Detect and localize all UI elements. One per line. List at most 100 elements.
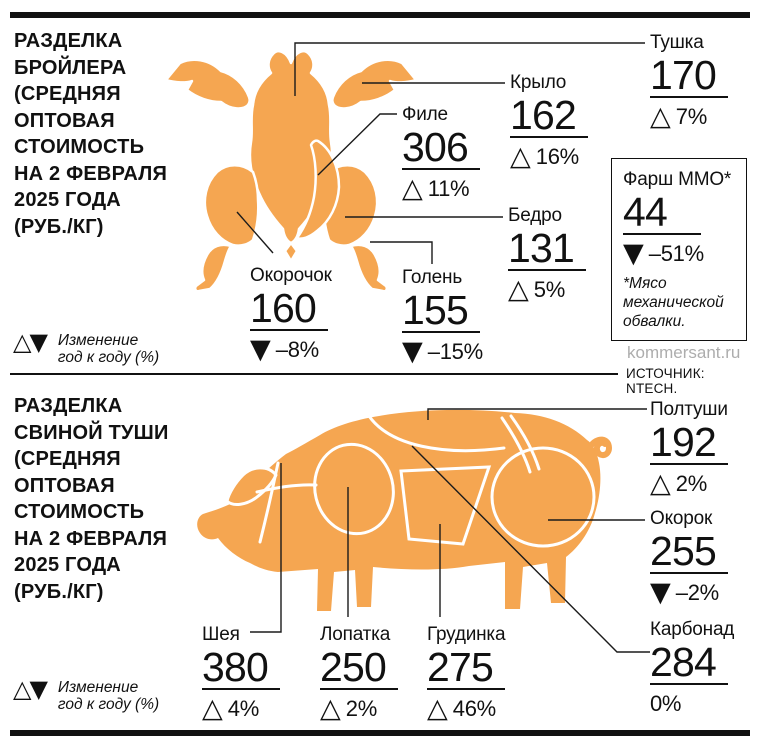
cut-label: Тушка [650, 32, 704, 53]
change-triangle-icon [508, 279, 529, 300]
cut-label: Шея [202, 624, 240, 645]
cut-price: 160 [250, 288, 328, 331]
cut-label: Филе [402, 104, 448, 125]
pig-shoulder-cut [313, 442, 395, 536]
cut-change: –51% [623, 241, 735, 266]
cut-price: 131 [508, 228, 586, 271]
title-line: НА 2 ФЕВРАЛЯ [14, 162, 168, 185]
change-value: 11% [427, 176, 470, 201]
legend-text: Изменение год к году (%) [58, 332, 159, 366]
legend-line: Изменение [57, 679, 139, 696]
title-line: СТОИМОСТЬ [14, 136, 145, 158]
title-line: ОПТОВАЯ [14, 109, 115, 132]
change-value: 5% [533, 277, 566, 302]
change-triangle-icon [510, 146, 531, 167]
change-triangle-icon [427, 698, 448, 719]
legend-pork: △▼ Изменение год к году (%) [13, 675, 159, 713]
title-line: СТОИМОСТЬ [14, 501, 145, 523]
cut-price: 155 [402, 290, 480, 333]
cut-stat-file: Филе 306 11% [402, 104, 480, 201]
title-line: СВИНОЙ ТУШИ [14, 421, 169, 444]
change-value: –51% [648, 241, 704, 266]
change-triangle-icon [320, 698, 341, 719]
cut-label: Карбонад [650, 619, 735, 640]
cut-price: 275 [427, 647, 505, 690]
cut-price: 192 [650, 422, 728, 465]
change-triangle-icon [623, 243, 644, 264]
callout-karbonad [411, 445, 650, 653]
change-value: –15% [427, 339, 483, 364]
title-line: 2025 ГОДА [14, 189, 121, 211]
change-value: 0% [650, 691, 682, 716]
pig-loin-line [367, 414, 506, 453]
change-triangle-icon [402, 341, 423, 362]
cut-change: 7% [650, 104, 728, 129]
cut-price: 162 [510, 95, 588, 138]
callout-tushka [294, 42, 645, 96]
change-triangle-icon [650, 582, 671, 603]
callout-golen [370, 241, 433, 264]
cut-change: –15% [402, 339, 483, 364]
change-value: 2% [345, 696, 378, 721]
title-line: РАЗДЕЛКА [14, 395, 123, 417]
cut-change: 11% [402, 176, 480, 201]
title-line: НА 2 ФЕВРАЛЯ [14, 527, 168, 550]
legend-broiler: △▼ Изменение год к году (%) [13, 330, 159, 366]
source-credit: ИСТОЧНИК: NTECH. [626, 366, 705, 396]
legend-triangles-icon: △▼ [13, 675, 48, 703]
cut-label: Голень [402, 267, 463, 288]
pig-neck-cut [258, 461, 280, 544]
chicken-right-drumstick [349, 243, 389, 293]
broiler-section-title: РАЗДЕЛКА БРОЙЛЕРА (СРЕДНЯЯ ОПТОВАЯ СТОИМ… [14, 28, 167, 240]
pig-cut-lines [255, 414, 596, 548]
top-rule [10, 12, 750, 18]
cut-change: –8% [250, 339, 332, 361]
title-line: 2025 ГОДА [14, 554, 121, 576]
pig-body [197, 409, 601, 611]
footnote-line: обвалки. [623, 313, 686, 330]
change-value: 4% [227, 696, 260, 721]
cut-label: Полтуши [650, 399, 728, 420]
callout-lines [236, 42, 650, 653]
footnote-line: *Мясо [623, 275, 667, 292]
title-line: РАЗДЕЛКА [14, 30, 123, 52]
cut-stat-krylo: Крыло 162 16% [510, 73, 588, 168]
pig-figure [197, 409, 613, 611]
chicken-figure [164, 50, 418, 293]
callout-okorochok [236, 211, 274, 254]
cut-change: 5% [508, 277, 586, 302]
legend-line: год к году (%) [57, 696, 160, 713]
cut-label: Фарш ММО* [623, 169, 732, 190]
pig-ham-cut [490, 446, 596, 548]
cut-label: Окорок [650, 508, 713, 529]
legend-text: Изменение год к году (%) [58, 679, 159, 713]
cut-change: 2% [320, 696, 398, 721]
cut-price: 306 [402, 127, 480, 170]
change-value: –2% [675, 580, 719, 605]
callout-file [317, 113, 397, 176]
pig-tail [587, 436, 613, 458]
cut-stat-okorok: Окорок 255 –2% [650, 508, 728, 605]
cut-stat-okorochok: Окорочок 160 –8% [250, 265, 332, 361]
title-line: (РУБ./КГ) [14, 215, 104, 238]
change-value: 7% [675, 104, 708, 129]
change-triangle-icon [402, 178, 423, 199]
change-triangle-icon [250, 339, 271, 360]
cut-stat-karbonad: Карбонад 284 0% [650, 619, 735, 716]
cut-label: Окорочок [250, 265, 332, 286]
bottom-rule [10, 730, 750, 736]
callout-sheya [250, 463, 282, 633]
cut-stat-bedro: Бедро 131 5% [508, 206, 586, 302]
cut-label: Грудинка [427, 624, 506, 645]
cut-change: 16% [510, 146, 588, 168]
cut-price: 380 [202, 647, 280, 690]
change-triangle-icon [650, 473, 671, 494]
chicken-left-thigh [203, 164, 260, 247]
cut-stat-tushka: Тушка 170 7% [650, 32, 728, 129]
title-line: БРОЙЛЕРА [14, 56, 127, 79]
title-line: (СРЕДНЯЯ [14, 448, 121, 470]
change-value: 2% [675, 471, 708, 496]
pig-cheek-line [255, 483, 318, 494]
cut-stat-lopatka: Лопатка 250 2% [320, 625, 398, 721]
